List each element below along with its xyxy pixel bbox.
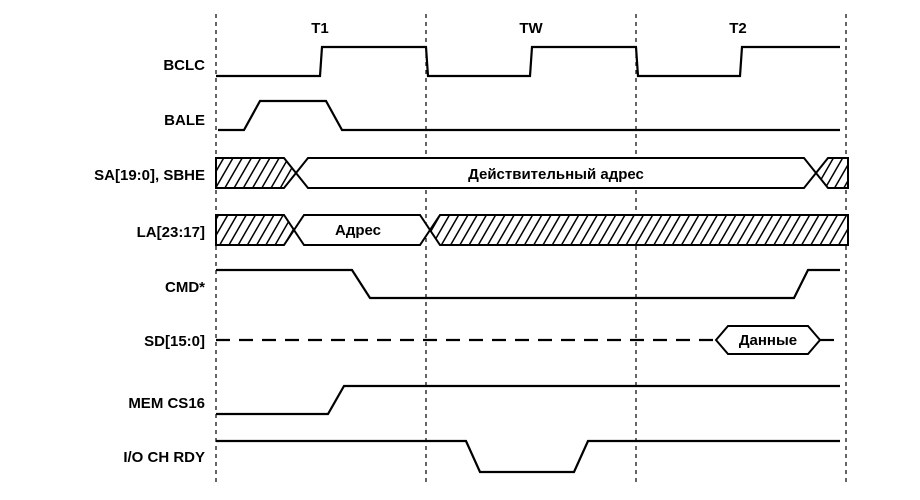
- la-invalid-end: [428, 214, 849, 246]
- la-invalid-start: [215, 214, 296, 246]
- phase-labels: T1 TW T2: [311, 20, 747, 37]
- waveform-memcs16: [216, 384, 840, 416]
- waveform-sd: Данные: [216, 325, 836, 355]
- sa-valid-address-text: Действительный адрес: [468, 166, 644, 183]
- waveform-iochrdy: [216, 439, 840, 474]
- sd-data-text: Данные: [739, 332, 797, 349]
- waveform-la: Адрес: [215, 214, 849, 246]
- phase-label-t1: T1: [311, 20, 329, 37]
- signal-label-bclc: BCLC: [163, 57, 205, 74]
- signal-label-memcs16: MEM CS16: [128, 395, 205, 412]
- signal-labels: BCLC BALE SA[19:0], SBHE LA[23:17] CMD* …: [94, 57, 205, 466]
- waveform-bale: [218, 99, 840, 132]
- signal-label-iochrdy: I/O CH RDY: [123, 449, 205, 466]
- phase-label-tw: TW: [519, 20, 543, 37]
- phase-boundaries: [215, 14, 847, 486]
- phase-label-t2: T2: [729, 20, 747, 37]
- sa-invalid-end: [814, 157, 849, 189]
- signal-label-cmd: CMD*: [165, 279, 205, 296]
- signal-label-sd: SD[15:0]: [144, 333, 205, 350]
- signal-label-bale: BALE: [164, 112, 205, 129]
- signal-label-sa: SA[19:0], SBHE: [94, 167, 205, 184]
- signal-label-la: LA[23:17]: [137, 224, 205, 241]
- waveform-bclc: [216, 45, 840, 78]
- waveform-cmd: [216, 268, 840, 300]
- waveform-sa: Действительный адрес: [215, 157, 849, 189]
- sa-invalid-start: [215, 157, 298, 189]
- la-address-text: Адрес: [335, 222, 381, 239]
